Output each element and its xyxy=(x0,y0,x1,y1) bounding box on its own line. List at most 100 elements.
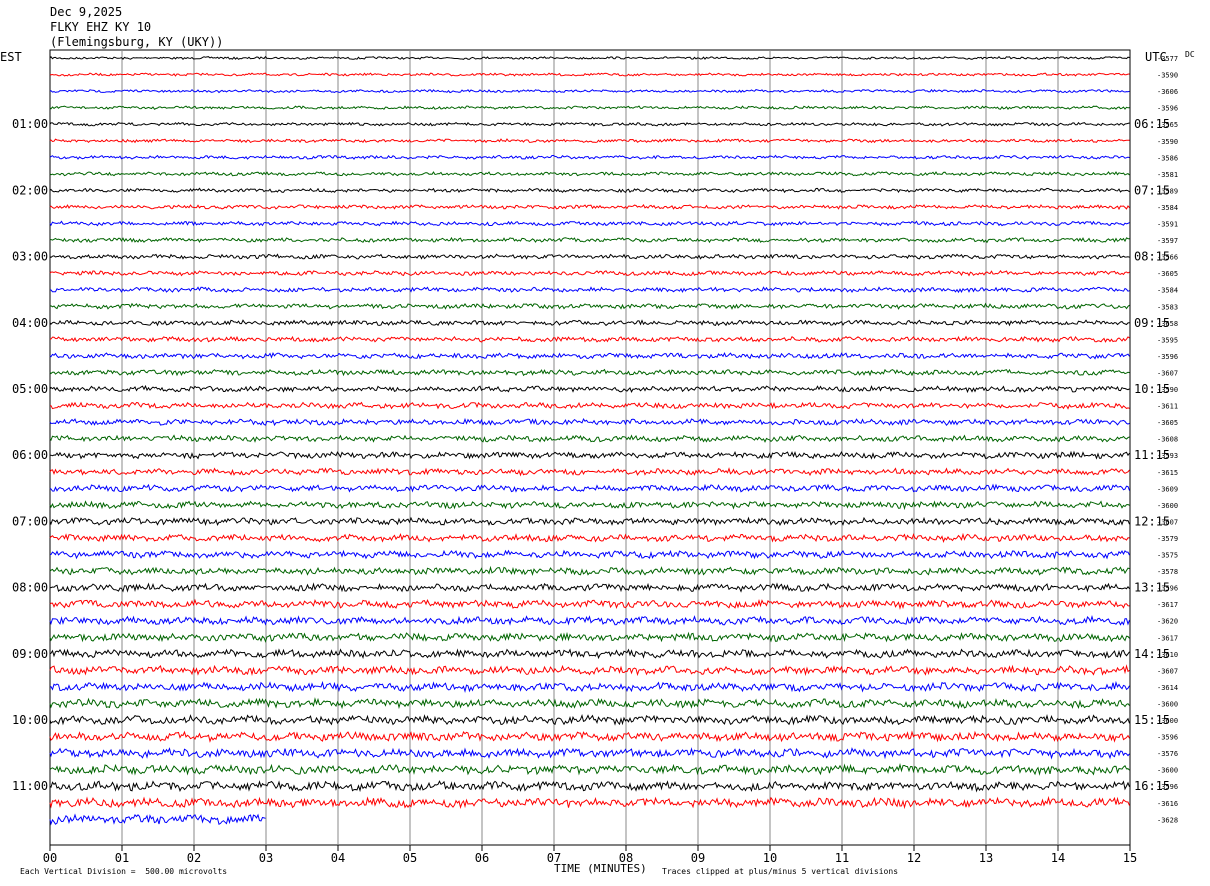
trace-offset-label-26: -3615 xyxy=(1157,469,1178,477)
x-tick-label-08: 08 xyxy=(619,851,633,865)
trace-offset-label-28: -3600 xyxy=(1157,502,1178,510)
trace-offset-label-3: -3606 xyxy=(1157,88,1178,96)
trace-line-6 xyxy=(49,138,1130,144)
x-tick-label-09: 09 xyxy=(691,851,705,865)
trace-line-15 xyxy=(49,286,1130,294)
trace-offset-label-37: -3610 xyxy=(1157,651,1178,659)
trace-line-36 xyxy=(49,631,1130,643)
trace-offset-label-16: -3583 xyxy=(1157,303,1178,311)
trace-line-23 xyxy=(49,417,1130,427)
left-hour-label-9: 09:00 xyxy=(12,647,48,661)
left-hour-label-3: 03:00 xyxy=(12,250,48,264)
right-hour-label-6: 11:15 xyxy=(1134,448,1170,462)
x-tick-label-03: 03 xyxy=(259,851,273,865)
trace-line-5 xyxy=(49,121,1130,127)
left-hour-label-6: 06:00 xyxy=(12,448,48,462)
trace-line-8 xyxy=(49,171,1130,177)
x-tick-label-02: 02 xyxy=(187,851,201,865)
trace-offset-label-9: -3589 xyxy=(1157,187,1178,195)
station-label: FLKY EHZ KY 10 xyxy=(50,20,152,34)
left-timezone-label: EST xyxy=(0,50,22,64)
right-timezone-label: UTC xyxy=(1145,50,1167,64)
x-tick-label-01: 01 xyxy=(115,851,129,865)
trace-line-35 xyxy=(49,614,1130,626)
trace-offset-label-39: -3614 xyxy=(1157,684,1178,692)
scale-note: Each Vertical Division = 500.00 microvol… xyxy=(20,867,228,876)
x-tick-label-11: 11 xyxy=(835,851,849,865)
left-hour-label-4: 04:00 xyxy=(12,316,48,330)
left-hour-label-10: 10:00 xyxy=(12,713,48,727)
trace-offset-label-34: -3617 xyxy=(1157,601,1178,609)
trace-line-3 xyxy=(49,88,1130,94)
trace-offset-label-12: -3597 xyxy=(1157,237,1178,245)
trace-line-7 xyxy=(49,154,1130,160)
top-right-label: DC xyxy=(1185,50,1195,59)
trace-offset-label-17: -3658 xyxy=(1157,320,1178,328)
trace-line-43 xyxy=(49,747,1130,760)
date-label: Dec 9,2025 xyxy=(50,5,123,19)
trace-line-29 xyxy=(49,516,1130,527)
trace-line-19 xyxy=(49,352,1130,360)
trace-offset-label-42: -3596 xyxy=(1157,734,1178,742)
trace-line-18 xyxy=(49,335,1130,343)
right-hour-label-11: 16:15 xyxy=(1134,779,1170,793)
trace-line-17 xyxy=(49,319,1130,327)
left-hour-label-2: 02:00 xyxy=(12,183,48,197)
trace-line-34 xyxy=(49,598,1130,610)
trace-line-10 xyxy=(49,203,1130,211)
trace-offset-label-45: -3596 xyxy=(1157,783,1178,791)
trace-offset-label-21: -3590 xyxy=(1157,386,1178,394)
trace-offset-label-23: -3605 xyxy=(1157,419,1178,427)
trace-offset-label-10: -3584 xyxy=(1157,204,1178,212)
trace-line-9 xyxy=(49,187,1130,194)
x-tick-label-04: 04 xyxy=(331,851,345,865)
trace-line-13 xyxy=(49,253,1130,260)
trace-line-12 xyxy=(49,236,1130,244)
trace-line-21 xyxy=(49,384,1130,394)
trace-offset-label-38: -3607 xyxy=(1157,667,1178,675)
x-tick-label-15: 15 xyxy=(1123,851,1137,865)
trace-line-39 xyxy=(49,680,1130,694)
trace-offset-label-15: -3584 xyxy=(1157,287,1178,295)
x-tick-label-07: 07 xyxy=(547,851,561,865)
x-tick-label-13: 13 xyxy=(979,851,993,865)
trace-offset-label-27: -3609 xyxy=(1157,485,1178,493)
left-hour-label-8: 08:00 xyxy=(12,581,48,595)
trace-line-38 xyxy=(49,664,1130,677)
trace-line-28 xyxy=(49,500,1130,511)
trace-offset-label-19: -3596 xyxy=(1157,353,1178,361)
trace-offset-label-5: -3565 xyxy=(1157,121,1178,129)
left-hour-label-11: 11:00 xyxy=(12,779,48,793)
trace-line-44 xyxy=(49,763,1130,776)
right-hour-label-4: 09:15 xyxy=(1134,316,1170,330)
trace-line-33 xyxy=(50,582,1130,593)
trace-line-24 xyxy=(49,434,1130,443)
x-tick-label-12: 12 xyxy=(907,851,921,865)
left-hour-label-7: 07:00 xyxy=(12,514,48,528)
x-tick-label-05: 05 xyxy=(403,851,417,865)
trace-offset-label-32: -3578 xyxy=(1157,568,1178,576)
trace-offset-label-1: -3577 xyxy=(1157,55,1178,63)
right-hour-label-2: 07:15 xyxy=(1134,183,1170,197)
trace-offset-label-35: -3620 xyxy=(1157,618,1178,626)
trace-offset-label-14: -3605 xyxy=(1157,270,1178,278)
trace-offset-label-31: -3575 xyxy=(1157,552,1178,560)
trace-offset-label-8: -3581 xyxy=(1157,171,1178,179)
right-hour-label-1: 06:15 xyxy=(1134,117,1170,131)
trace-line-1 xyxy=(49,55,1130,61)
trace-line-11 xyxy=(49,220,1130,227)
trace-offset-label-6: -3590 xyxy=(1157,138,1178,146)
trace-line-20 xyxy=(49,368,1130,377)
plot-frame xyxy=(49,49,1131,846)
location-label: (Flemingsburg, KY (UKY)) xyxy=(50,35,224,49)
x-tick-label-14: 14 xyxy=(1051,851,1065,865)
right-hour-label-8: 13:15 xyxy=(1134,581,1170,595)
trace-offset-label-13: -3566 xyxy=(1157,254,1178,262)
right-hour-label-3: 08:15 xyxy=(1134,250,1170,264)
trace-line-40 xyxy=(49,697,1130,710)
x-axis-title: TIME (MINUTES) xyxy=(554,862,647,875)
right-hour-label-5: 10:15 xyxy=(1134,382,1170,396)
trace-line-4 xyxy=(49,105,1130,111)
trace-line-42 xyxy=(49,730,1130,743)
right-hour-label-10: 15:15 xyxy=(1134,713,1170,727)
